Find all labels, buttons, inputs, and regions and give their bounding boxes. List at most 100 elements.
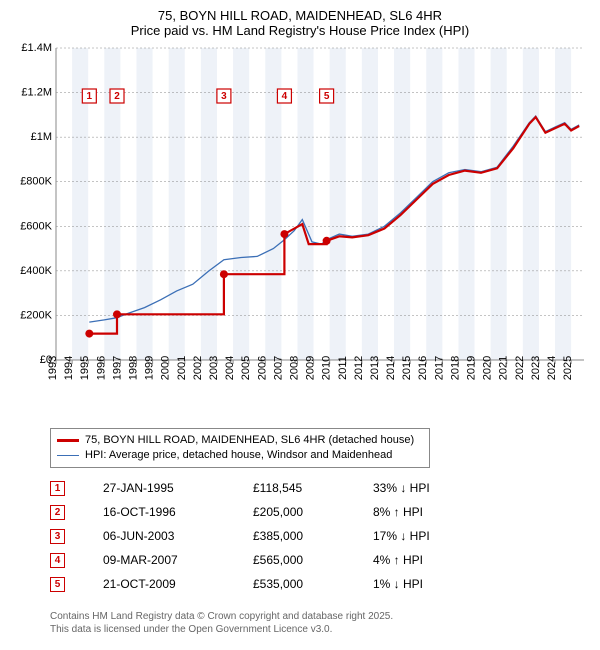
title-line1: 75, BOYN HILL ROAD, MAIDENHEAD, SL6 4HR: [10, 8, 590, 23]
xtick-label: 2013: [369, 356, 381, 380]
sale-marker: [323, 237, 331, 245]
xtick-label: 2003: [208, 356, 220, 380]
footer-line1: Contains HM Land Registry data © Crown c…: [50, 610, 590, 623]
xtick-label: 2001: [176, 356, 188, 380]
sales-price: £118,545: [253, 481, 373, 495]
sales-badge: 4: [50, 553, 65, 568]
sales-date: 21-OCT-2009: [103, 577, 253, 591]
xtick-label: 2007: [272, 356, 284, 380]
xtick-label: 2008: [288, 356, 300, 380]
sales-row: 1 27-JAN-1995£118,54533% ↓ HPI: [50, 476, 590, 500]
xtick-label: 2024: [546, 356, 558, 380]
sale-badge-number: 1: [87, 91, 93, 102]
footer-line2: This data is licensed under the Open Gov…: [50, 623, 590, 636]
xtick-label: 2002: [192, 356, 204, 380]
xtick-label: 1995: [79, 356, 91, 380]
sales-row: 3 06-JUN-2003£385,00017% ↓ HPI: [50, 524, 590, 548]
sales-date: 27-JAN-1995: [103, 481, 253, 495]
sale-marker: [220, 270, 228, 278]
sales-badge: 1: [50, 481, 65, 496]
xtick-label: 2011: [337, 356, 349, 380]
xtick-label: 2021: [498, 356, 510, 380]
sale-badge-number: 3: [221, 91, 227, 102]
sales-diff: 4% ↑ HPI: [373, 553, 493, 567]
xtick-label: 2022: [514, 356, 526, 380]
ytick-label: £1.2M: [21, 87, 52, 99]
ytick-label: £200K: [20, 309, 52, 321]
sale-badge-number: 4: [282, 91, 288, 102]
ytick-label: £400K: [20, 265, 52, 277]
xtick-label: 2014: [385, 356, 397, 380]
xtick-label: 1998: [127, 356, 139, 380]
vband: [491, 48, 507, 360]
vband: [362, 48, 378, 360]
sales-price: £565,000: [253, 553, 373, 567]
legend-label: HPI: Average price, detached house, Wind…: [85, 448, 392, 463]
sales-diff: 8% ↑ HPI: [373, 505, 493, 519]
xtick-label: 1993: [47, 356, 59, 380]
title-line2: Price paid vs. HM Land Registry's House …: [10, 23, 590, 38]
sales-diff: 33% ↓ HPI: [373, 481, 493, 495]
legend-swatch: [57, 439, 79, 442]
xtick-label: 1994: [63, 356, 75, 380]
vband: [555, 48, 571, 360]
chart-container: 75, BOYN HILL ROAD, MAIDENHEAD, SL6 4HR …: [0, 0, 600, 650]
vband: [297, 48, 313, 360]
ytick-label: £600K: [20, 220, 52, 232]
sales-badge: 5: [50, 577, 65, 592]
sales-badge: 2: [50, 505, 65, 520]
sales-diff: 17% ↓ HPI: [373, 529, 493, 543]
xtick-label: 2004: [224, 356, 236, 380]
xtick-label: 1997: [111, 356, 123, 380]
xtick-label: 2000: [160, 356, 172, 380]
legend: 75, BOYN HILL ROAD, MAIDENHEAD, SL6 4HR …: [50, 428, 430, 468]
xtick-label: 1999: [144, 356, 156, 380]
xtick-label: 2009: [305, 356, 317, 380]
legend-swatch: [57, 455, 79, 456]
chart-area: £0£200K£400K£600K£800K£1M£1.2M£1.4M19931…: [10, 42, 590, 422]
sale-badge-number: 5: [324, 91, 330, 102]
sale-marker: [85, 330, 93, 338]
vband: [394, 48, 410, 360]
sale-badge-number: 2: [114, 91, 120, 102]
xtick-label: 2025: [562, 356, 574, 380]
sales-row: 5 21-OCT-2009£535,0001% ↓ HPI: [50, 572, 590, 596]
xtick-label: 1996: [95, 356, 107, 380]
ytick-label: £1.4M: [21, 42, 52, 54]
xtick-label: 2005: [240, 356, 252, 380]
sales-row: 4 09-MAR-2007£565,0004% ↑ HPI: [50, 548, 590, 572]
legend-item: HPI: Average price, detached house, Wind…: [57, 448, 423, 463]
title-block: 75, BOYN HILL ROAD, MAIDENHEAD, SL6 4HR …: [10, 8, 590, 38]
legend-label: 75, BOYN HILL ROAD, MAIDENHEAD, SL6 4HR …: [85, 433, 414, 448]
footer: Contains HM Land Registry data © Crown c…: [50, 610, 590, 636]
sales-price: £205,000: [253, 505, 373, 519]
vband: [458, 48, 474, 360]
sale-marker: [280, 230, 288, 238]
sales-date: 06-JUN-2003: [103, 529, 253, 543]
sales-row: 2 16-OCT-1996£205,0008% ↑ HPI: [50, 500, 590, 524]
sales-table: 1 27-JAN-1995£118,54533% ↓ HPI 2 16-OCT-199…: [50, 476, 590, 596]
xtick-label: 2015: [401, 356, 413, 380]
xtick-label: 2017: [433, 356, 445, 380]
xtick-label: 2023: [530, 356, 542, 380]
vband: [233, 48, 249, 360]
xtick-label: 2006: [256, 356, 268, 380]
legend-item: 75, BOYN HILL ROAD, MAIDENHEAD, SL6 4HR …: [57, 433, 423, 448]
sales-diff: 1% ↓ HPI: [373, 577, 493, 591]
vband: [426, 48, 442, 360]
chart-svg: £0£200K£400K£600K£800K£1M£1.2M£1.4M19931…: [10, 42, 590, 422]
xtick-label: 2020: [482, 356, 494, 380]
ytick-label: £800K: [20, 176, 52, 188]
xtick-label: 2018: [449, 356, 461, 380]
xtick-label: 2019: [466, 356, 478, 380]
sales-price: £385,000: [253, 529, 373, 543]
vband: [523, 48, 539, 360]
sales-date: 16-OCT-1996: [103, 505, 253, 519]
xtick-label: 2016: [417, 356, 429, 380]
sales-price: £535,000: [253, 577, 373, 591]
xtick-label: 2012: [353, 356, 365, 380]
sales-badge: 3: [50, 529, 65, 544]
sales-date: 09-MAR-2007: [103, 553, 253, 567]
xtick-label: 2010: [321, 356, 333, 380]
ytick-label: £1M: [31, 131, 52, 143]
